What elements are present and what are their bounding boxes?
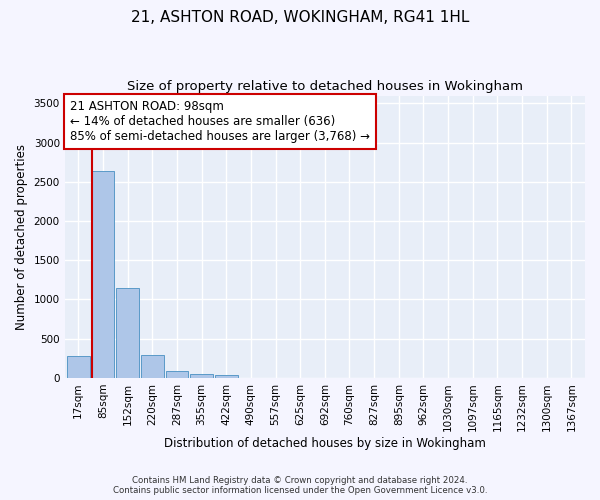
Bar	[166, 371, 188, 378]
Y-axis label: Number of detached properties: Number of detached properties	[15, 144, 28, 330]
Bar	[67, 356, 89, 378]
Text: 21, ASHTON ROAD, WOKINGHAM, RG41 1HL: 21, ASHTON ROAD, WOKINGHAM, RG41 1HL	[131, 10, 469, 25]
Title: Size of property relative to detached houses in Wokingham: Size of property relative to detached ho…	[127, 80, 523, 93]
Text: Contains HM Land Registry data © Crown copyright and database right 2024.
Contai: Contains HM Land Registry data © Crown c…	[113, 476, 487, 495]
Bar	[190, 374, 213, 378]
Bar	[116, 288, 139, 378]
Bar	[141, 355, 164, 378]
X-axis label: Distribution of detached houses by size in Wokingham: Distribution of detached houses by size …	[164, 437, 486, 450]
Bar	[92, 171, 114, 378]
Text: 21 ASHTON ROAD: 98sqm
← 14% of detached houses are smaller (636)
85% of semi-det: 21 ASHTON ROAD: 98sqm ← 14% of detached …	[70, 100, 370, 143]
Bar	[215, 376, 238, 378]
